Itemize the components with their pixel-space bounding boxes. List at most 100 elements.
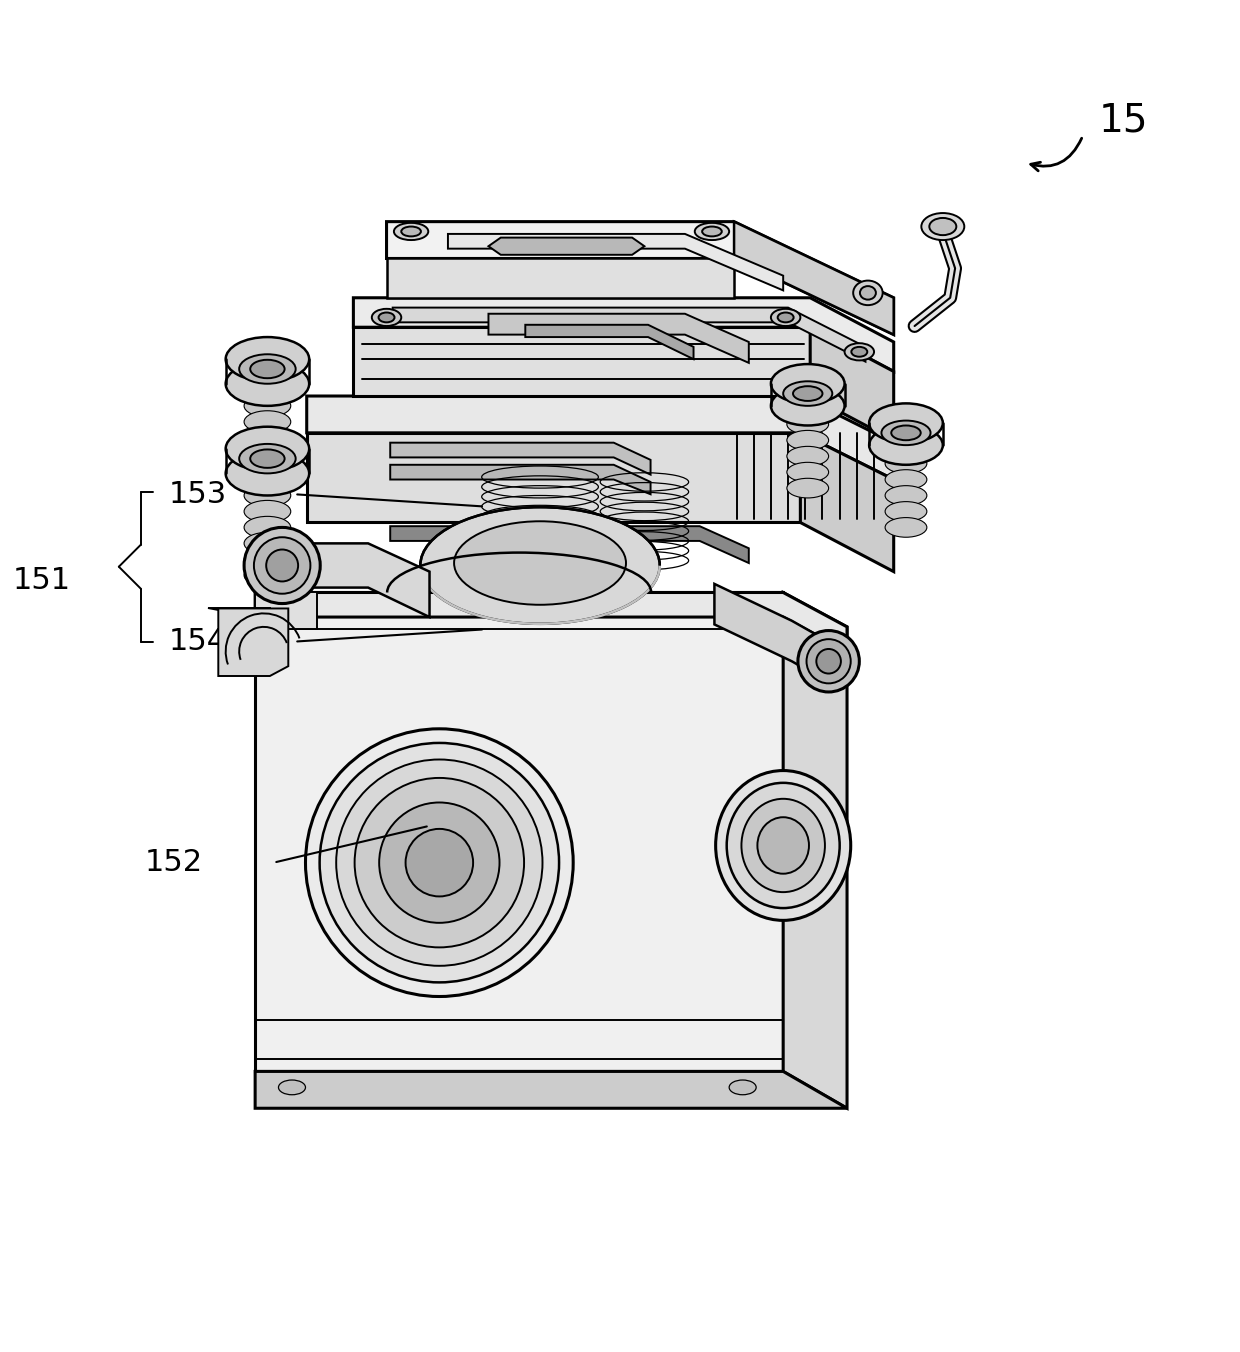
Ellipse shape — [244, 442, 290, 465]
Polygon shape — [393, 308, 866, 361]
Ellipse shape — [305, 729, 573, 996]
Polygon shape — [353, 297, 894, 372]
Ellipse shape — [239, 354, 295, 384]
Ellipse shape — [244, 527, 320, 603]
Ellipse shape — [226, 361, 309, 406]
Ellipse shape — [336, 760, 542, 965]
Ellipse shape — [715, 771, 851, 921]
Ellipse shape — [885, 485, 926, 506]
Polygon shape — [387, 222, 894, 334]
Ellipse shape — [787, 479, 828, 498]
Ellipse shape — [250, 360, 285, 379]
Ellipse shape — [226, 452, 309, 495]
Ellipse shape — [929, 218, 956, 235]
Ellipse shape — [320, 744, 559, 983]
Ellipse shape — [244, 411, 290, 433]
Ellipse shape — [405, 829, 474, 896]
Ellipse shape — [420, 507, 660, 623]
Ellipse shape — [244, 395, 290, 416]
Ellipse shape — [771, 364, 844, 403]
Ellipse shape — [852, 347, 867, 357]
Ellipse shape — [244, 564, 290, 587]
Polygon shape — [283, 544, 429, 617]
Polygon shape — [353, 327, 810, 396]
Polygon shape — [714, 584, 828, 683]
Ellipse shape — [250, 449, 285, 468]
Polygon shape — [784, 592, 847, 1109]
Ellipse shape — [787, 430, 828, 450]
Ellipse shape — [885, 502, 926, 522]
Ellipse shape — [402, 227, 420, 237]
Polygon shape — [448, 234, 784, 291]
Ellipse shape — [869, 426, 942, 465]
Ellipse shape — [226, 427, 309, 470]
Ellipse shape — [758, 817, 808, 873]
Ellipse shape — [892, 426, 921, 441]
Ellipse shape — [806, 639, 851, 683]
Polygon shape — [255, 592, 784, 1071]
Ellipse shape — [771, 308, 800, 326]
Ellipse shape — [244, 549, 290, 571]
Polygon shape — [255, 1071, 847, 1109]
Ellipse shape — [885, 469, 926, 489]
Polygon shape — [391, 442, 651, 475]
Ellipse shape — [239, 443, 295, 473]
Polygon shape — [306, 396, 894, 480]
Ellipse shape — [244, 484, 290, 507]
Ellipse shape — [742, 799, 825, 892]
Polygon shape — [255, 592, 316, 629]
Ellipse shape — [244, 458, 290, 481]
Ellipse shape — [244, 533, 290, 554]
Polygon shape — [489, 238, 645, 254]
Ellipse shape — [921, 214, 965, 241]
Ellipse shape — [355, 777, 525, 948]
Polygon shape — [734, 222, 894, 334]
Polygon shape — [387, 258, 734, 297]
Ellipse shape — [244, 500, 290, 522]
Polygon shape — [526, 324, 693, 360]
Ellipse shape — [244, 427, 290, 449]
Ellipse shape — [378, 312, 394, 322]
Ellipse shape — [702, 227, 722, 237]
Ellipse shape — [816, 649, 841, 673]
Polygon shape — [255, 592, 847, 652]
Ellipse shape — [885, 518, 926, 537]
Ellipse shape — [267, 549, 298, 581]
Text: 152: 152 — [144, 848, 202, 877]
Ellipse shape — [727, 783, 839, 909]
Ellipse shape — [882, 420, 930, 445]
Polygon shape — [306, 433, 800, 522]
Ellipse shape — [244, 475, 290, 496]
Text: 154: 154 — [169, 627, 227, 656]
Ellipse shape — [784, 381, 832, 406]
Ellipse shape — [279, 1080, 305, 1095]
Ellipse shape — [226, 337, 309, 381]
Ellipse shape — [244, 516, 290, 538]
Ellipse shape — [454, 522, 626, 604]
Ellipse shape — [379, 803, 500, 923]
Ellipse shape — [885, 454, 926, 473]
Polygon shape — [800, 433, 894, 572]
Text: 151: 151 — [12, 565, 71, 595]
Ellipse shape — [844, 343, 874, 361]
Ellipse shape — [254, 537, 310, 594]
Ellipse shape — [787, 446, 828, 466]
Polygon shape — [391, 526, 749, 562]
Polygon shape — [218, 608, 288, 676]
Polygon shape — [489, 314, 749, 362]
Ellipse shape — [787, 462, 828, 481]
Ellipse shape — [787, 415, 828, 434]
Ellipse shape — [777, 312, 794, 322]
Ellipse shape — [372, 308, 402, 326]
Ellipse shape — [394, 223, 428, 241]
Ellipse shape — [729, 1080, 756, 1095]
Polygon shape — [208, 608, 270, 629]
Ellipse shape — [794, 387, 822, 402]
Ellipse shape — [869, 403, 942, 442]
Ellipse shape — [771, 387, 844, 426]
Ellipse shape — [694, 223, 729, 241]
Ellipse shape — [797, 630, 859, 692]
Text: 15: 15 — [1099, 101, 1148, 141]
Ellipse shape — [853, 281, 883, 306]
FancyArrowPatch shape — [1030, 138, 1081, 170]
